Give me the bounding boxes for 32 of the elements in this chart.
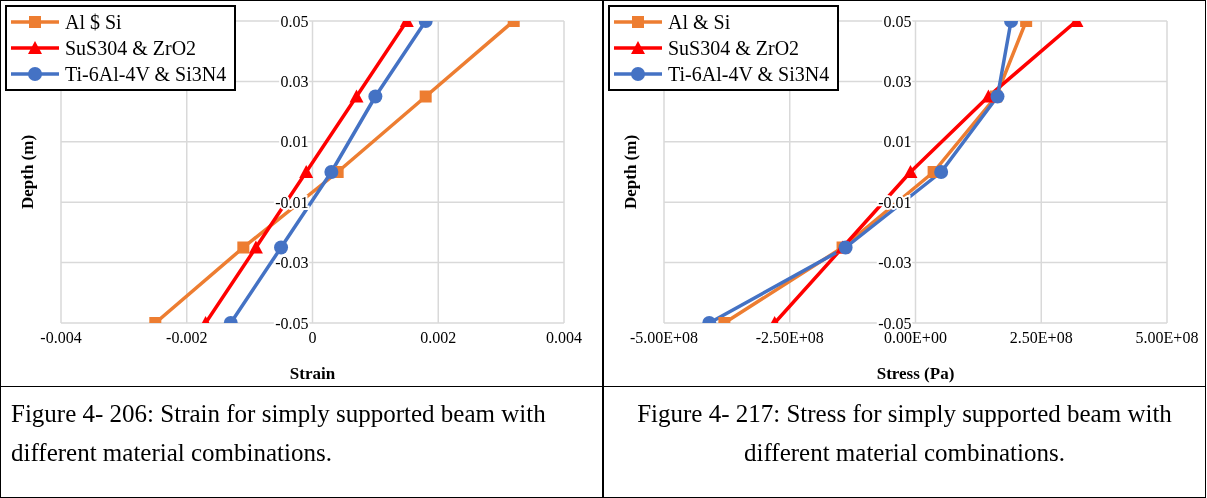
caption: Figure 4- 206: Strain for simply supported beam with different material combinations.	[11, 399, 547, 468]
y-tick-label: 0.05	[280, 12, 309, 30]
x-tick-label: 0	[308, 329, 317, 346]
legend-label: Al & Si	[668, 10, 731, 34]
x-tick-label: 2.50E+08	[1009, 329, 1073, 346]
legend-label: Ti-6Al-4V & Si3N4	[668, 62, 830, 86]
x-tick-label: -0.004	[40, 329, 82, 346]
y-tick-label: -0.03	[878, 254, 912, 272]
y-axis-title: Depth (m)	[621, 134, 641, 210]
x-tick-label: 0.004	[546, 329, 582, 346]
y-tick-label: -0.03	[275, 254, 309, 272]
caption: Figure 4- 217: Stress for simply supported beam with different material combinations.	[636, 399, 1173, 468]
x-axis-title: Stress (Pa)	[876, 364, 955, 383]
x-tick-label: 0.00E+00	[884, 329, 947, 346]
y-tick-label: 0.03	[883, 72, 912, 90]
x-tick-label: -5.00E+08	[629, 329, 699, 346]
y-tick-label: 0.01	[883, 133, 912, 151]
y-tick-label: 0.01	[280, 133, 309, 151]
legend-label: SuS304 & ZrO2	[668, 36, 800, 60]
x-axis-title: Strain	[289, 364, 336, 383]
legend-label: Al $ Si	[65, 10, 122, 34]
legend-label: Ti-6Al-4V & Si3N4	[65, 62, 227, 86]
legend-label: SuS304 & ZrO2	[65, 36, 197, 60]
x-tick-label: 0.002	[420, 329, 457, 346]
x-tick-label: -0.002	[166, 329, 208, 346]
y-tick-label: -0.05	[275, 314, 309, 332]
x-tick-label: -2.50E+08	[755, 329, 824, 346]
y-tick-label: 0.03	[280, 72, 309, 90]
y-tick-label: 0.05	[883, 12, 912, 30]
y-tick-label: -0.05	[878, 314, 912, 332]
y-axis-title: Depth (m)	[18, 134, 38, 210]
x-tick-label: 5.00E+08	[1135, 329, 1199, 346]
